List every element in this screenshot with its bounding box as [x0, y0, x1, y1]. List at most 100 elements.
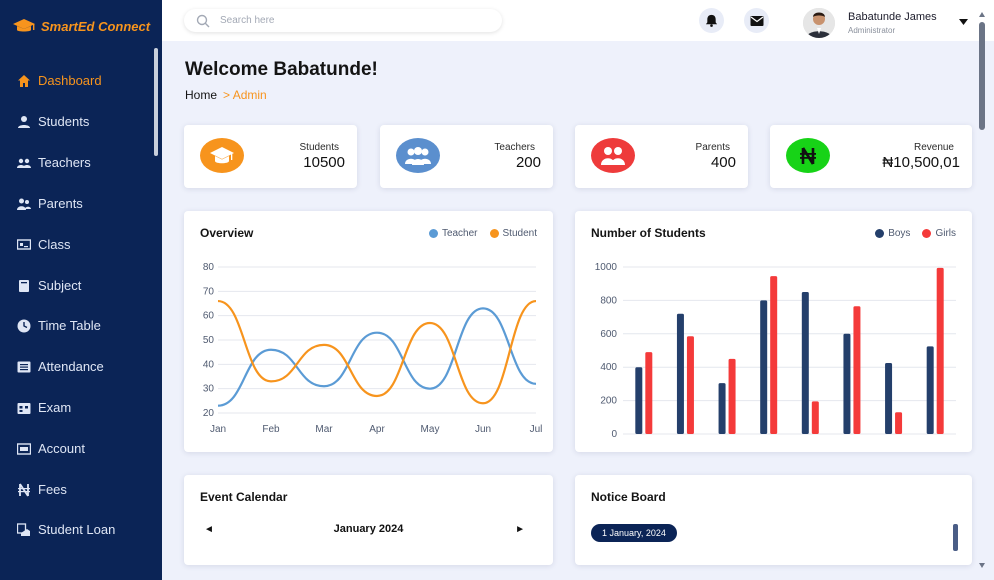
legend-label: Student: [502, 228, 537, 239]
naira-icon: [18, 483, 30, 496]
legend-dot: [428, 229, 438, 238]
calendar-prev-button[interactable]: ◄: [204, 524, 214, 535]
overview-panel: Overview Teacher Student 20 30 40 50 60 70 80 J…: [184, 211, 553, 452]
sidebar-item-label: Subject: [38, 278, 82, 293]
x-tick-label: Mar: [315, 424, 333, 435]
bell-icon: [705, 14, 718, 27]
stat-icon-circle: [396, 138, 440, 173]
mail-icon: [750, 15, 763, 26]
loan-icon: [17, 522, 30, 536]
sidebar-item-teachers[interactable]: Teachers: [17, 155, 91, 170]
x-tick-label: Jul: [530, 424, 543, 435]
sidebar-item-label: Students: [38, 114, 90, 129]
user-avatar[interactable]: [803, 8, 835, 38]
search-input[interactable]: [220, 15, 470, 26]
chalkboard-icon: [17, 238, 31, 250]
clock-icon: [17, 319, 31, 332]
sidebar-item-label: Parents: [38, 196, 83, 211]
bank-icon: [17, 442, 31, 455]
sidebar-item-subject[interactable]: Subject: [17, 278, 81, 293]
students-panel: Number of Students Boys Girls 0 200 400 600…: [575, 211, 972, 452]
book-icon: [19, 279, 29, 292]
notice-date-badge: 1 January, 2024: [591, 524, 677, 542]
search-icon: [196, 14, 210, 27]
stat-card-parents[interactable]: Parents 400: [575, 125, 748, 188]
legend-label: Teacher: [441, 228, 478, 239]
y-tick-label: 800: [600, 295, 617, 306]
calendar-next-button[interactable]: ►: [515, 524, 525, 535]
list-icon: [17, 361, 31, 372]
sidebar-item-time-table[interactable]: Time Table: [17, 318, 101, 333]
legend-dot: [922, 229, 932, 238]
calendar-icon: [17, 402, 31, 414]
stat-value: 200: [515, 154, 541, 171]
top-header: Babatunde James Administrator: [162, 0, 994, 41]
bar-girls: [686, 336, 694, 434]
sidebar-item-label: Fees: [38, 482, 67, 497]
sidebar-item-dashboard[interactable]: Dashboard: [17, 73, 102, 88]
overview-title: Overview: [200, 226, 254, 240]
sidebar-item-parents[interactable]: Parents: [17, 196, 83, 211]
brand-logo[interactable]: SmartEd Connect: [12, 18, 150, 34]
notice-scrollbar[interactable]: [953, 524, 958, 551]
sidebar-item-label: Dashboard: [38, 73, 102, 88]
stat-label: Teachers: [494, 142, 535, 153]
breadcrumb-current: > Admin: [223, 88, 267, 102]
x-tick-label: Jun: [475, 424, 491, 435]
stat-card-teachers[interactable]: Teachers 200: [380, 125, 553, 188]
bar-boys: [926, 346, 934, 434]
sidebar-item-student-loan[interactable]: Student Loan: [17, 522, 115, 537]
sidebar-item-attendance[interactable]: Attendance: [17, 359, 104, 374]
user-name[interactable]: Babatunde James: [848, 11, 937, 23]
y-tick-label: 400: [600, 362, 617, 373]
notifications-button[interactable]: [699, 8, 724, 33]
legend-item-student[interactable]: Student: [489, 228, 537, 239]
breadcrumb-home[interactable]: Home: [185, 88, 218, 102]
users-icon: [17, 158, 31, 168]
calendar-month: January 2024: [333, 523, 404, 535]
legend-dot: [875, 229, 885, 238]
bar-boys: [760, 300, 768, 434]
parents-icon: [601, 146, 625, 165]
y-tick-label: 60: [203, 311, 215, 322]
scroll-down-arrow[interactable]: [979, 563, 985, 568]
y-tick-label: 80: [203, 262, 215, 273]
stat-value: ₦10,500,01: [882, 154, 960, 171]
legend-item-boys[interactable]: Boys: [875, 228, 910, 239]
messages-button[interactable]: [744, 8, 769, 33]
students-legend: Boys Girls: [867, 228, 956, 239]
stat-card-revenue[interactable]: Revenue ₦10,500,01: [770, 125, 972, 188]
naira-icon: [800, 146, 816, 165]
sidebar-item-label: Student Loan: [38, 522, 116, 537]
chevron-down-icon[interactable]: [959, 19, 968, 25]
x-tick-label: Jan: [210, 424, 226, 435]
y-tick-label: 20: [203, 408, 215, 419]
page-title: Welcome Babatunde!: [185, 59, 378, 80]
stat-icon-circle: [591, 138, 635, 173]
sidebar-item-exam[interactable]: Exam: [17, 400, 71, 415]
y-tick-label: 1000: [595, 262, 618, 273]
y-tick-label: 200: [600, 396, 617, 407]
notice-board-panel: Notice Board 1 January, 2024: [575, 475, 972, 565]
bar-girls: [811, 401, 819, 434]
sidebar-item-class[interactable]: Class: [17, 237, 71, 252]
sidebar-item-account[interactable]: Account: [17, 441, 85, 456]
scroll-up-arrow[interactable]: [979, 12, 985, 17]
sidebar-item-label: Class: [38, 237, 71, 252]
sidebar-item-fees[interactable]: Fees: [17, 482, 67, 497]
stat-label: Students: [299, 142, 339, 153]
search-box: [184, 9, 502, 32]
user-icon: [18, 115, 30, 128]
main-scrollbar[interactable]: [979, 22, 985, 130]
stat-card-students[interactable]: Students 10500: [184, 125, 357, 188]
sidebar-scrollbar[interactable]: [154, 48, 158, 156]
bar-boys: [885, 363, 893, 434]
sidebar-item-students[interactable]: Students: [17, 114, 89, 129]
legend-item-teacher[interactable]: Teacher: [428, 228, 478, 239]
students-bar-chart: 0 200 400 600 800 1000: [595, 262, 956, 440]
stat-value: 10500: [303, 154, 345, 171]
y-tick-label: 0: [611, 429, 617, 440]
legend-item-girls[interactable]: Girls: [922, 228, 956, 239]
sidebar-item-label: Account: [38, 441, 85, 456]
graduation-cap-icon: [210, 146, 234, 163]
